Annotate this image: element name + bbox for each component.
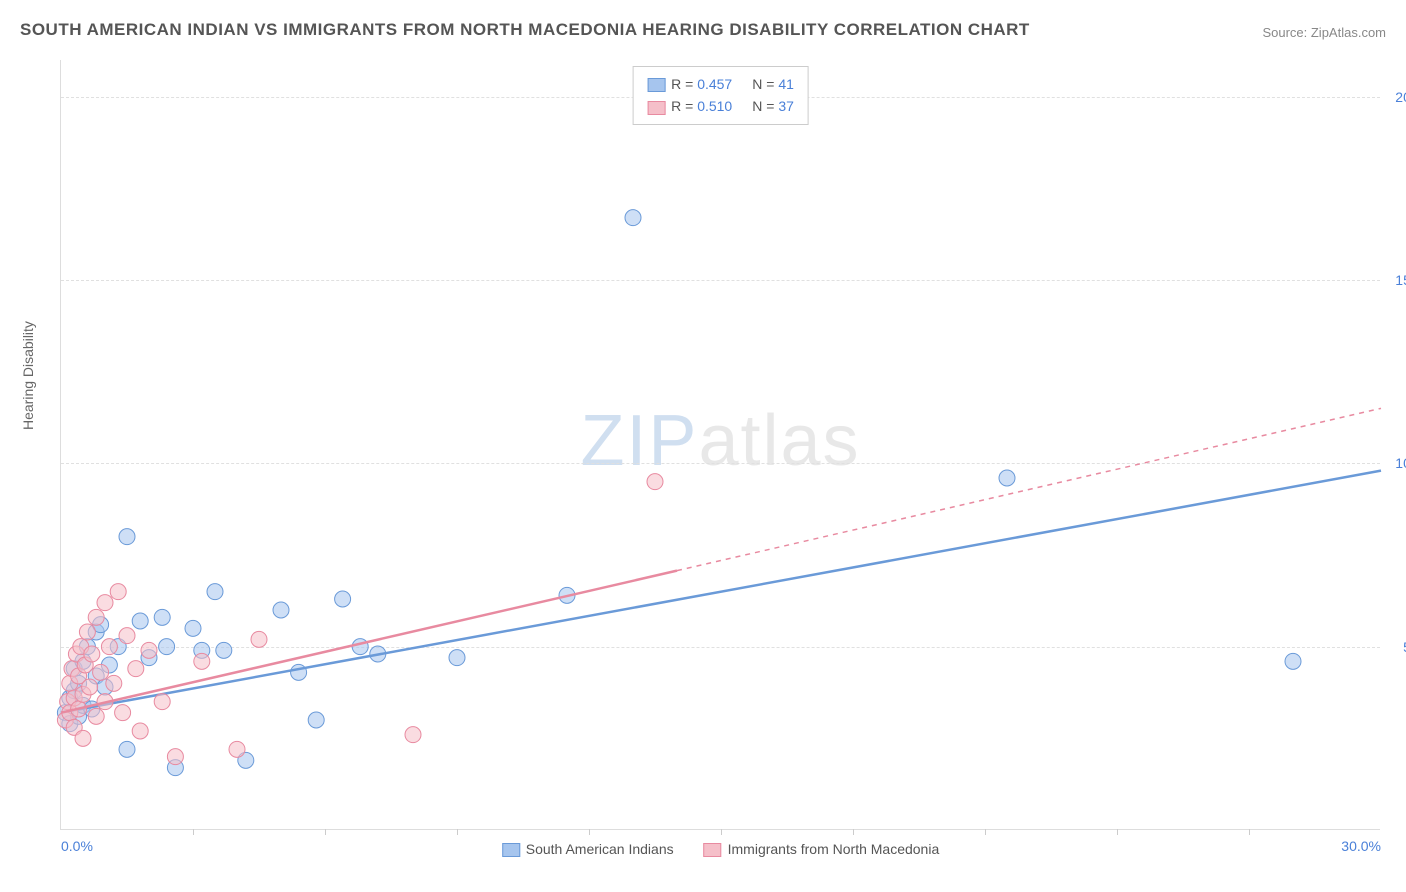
n-value-1: 41 [778, 76, 794, 92]
data-point [75, 730, 91, 746]
series-2-name: Immigrants from North Macedonia [728, 841, 940, 857]
trend-line [61, 571, 677, 713]
data-point [251, 631, 267, 647]
source-label: Source: ZipAtlas.com [1262, 25, 1386, 40]
x-tick-mark [985, 829, 986, 835]
data-point [159, 639, 175, 655]
y-tick-label: 15.0% [1395, 272, 1406, 288]
data-point [119, 628, 135, 644]
data-point [154, 609, 170, 625]
swatch-series-1 [647, 78, 665, 92]
y-tick-label: 10.0% [1395, 455, 1406, 471]
x-tick-mark [589, 829, 590, 835]
stats-row-2: R = 0.510 N = 37 [647, 95, 794, 117]
r-label: R = [671, 98, 693, 114]
data-point [88, 708, 104, 724]
data-point [308, 712, 324, 728]
data-point [273, 602, 289, 618]
x-tick-mark [457, 829, 458, 835]
n-label: N = [752, 76, 774, 92]
data-point [128, 661, 144, 677]
data-point [999, 470, 1015, 486]
data-point [1285, 653, 1301, 669]
data-point [132, 723, 148, 739]
data-point [84, 646, 100, 662]
x-tick-mark [1117, 829, 1118, 835]
data-point [88, 609, 104, 625]
data-point [119, 529, 135, 545]
trend-line [61, 471, 1381, 713]
n-label: N = [752, 98, 774, 114]
n-value-2: 37 [778, 98, 794, 114]
x-tick-mark [193, 829, 194, 835]
x-tick-mark [853, 829, 854, 835]
stats-row-1: R = 0.457 N = 41 [647, 73, 794, 95]
data-point [185, 620, 201, 636]
plot-area: ZIPatlas 5.0%10.0%15.0%20.0% 0.0%30.0% R… [60, 60, 1380, 830]
swatch-series-2-b [704, 843, 722, 857]
data-point [119, 741, 135, 757]
chart-svg [61, 60, 1380, 829]
y-axis-label: Hearing Disability [20, 321, 36, 430]
data-point [216, 642, 232, 658]
data-point [335, 591, 351, 607]
legend-item-1: South American Indians [502, 841, 674, 857]
r-label: R = [671, 76, 693, 92]
data-point [405, 727, 421, 743]
data-point [167, 749, 183, 765]
data-point [110, 584, 126, 600]
stats-legend: R = 0.457 N = 41 R = 0.510 N = 37 [632, 66, 809, 125]
data-point [647, 474, 663, 490]
data-point [97, 595, 113, 611]
swatch-series-1-b [502, 843, 520, 857]
data-point [141, 642, 157, 658]
x-tick-mark [1249, 829, 1250, 835]
data-point [132, 613, 148, 629]
swatch-series-2 [647, 101, 665, 115]
data-point [229, 741, 245, 757]
data-point [106, 675, 122, 691]
chart-title: SOUTH AMERICAN INDIAN VS IMMIGRANTS FROM… [20, 20, 1030, 40]
x-tick-label: 0.0% [61, 838, 93, 854]
data-point [79, 624, 95, 640]
data-point [101, 639, 117, 655]
y-tick-label: 20.0% [1395, 89, 1406, 105]
data-point [194, 653, 210, 669]
data-point [154, 694, 170, 710]
data-point [449, 650, 465, 666]
x-tick-mark [721, 829, 722, 835]
data-point [207, 584, 223, 600]
legend-item-2: Immigrants from North Macedonia [704, 841, 940, 857]
series-1-name: South American Indians [526, 841, 674, 857]
data-point [625, 210, 641, 226]
r-value-2: 0.510 [697, 98, 732, 114]
x-tick-label: 30.0% [1341, 838, 1381, 854]
series-legend: South American Indians Immigrants from N… [502, 841, 940, 857]
x-tick-mark [325, 829, 326, 835]
data-point [115, 705, 131, 721]
data-point [93, 664, 109, 680]
data-point [352, 639, 368, 655]
r-value-1: 0.457 [697, 76, 732, 92]
data-point [291, 664, 307, 680]
data-point [82, 679, 98, 695]
